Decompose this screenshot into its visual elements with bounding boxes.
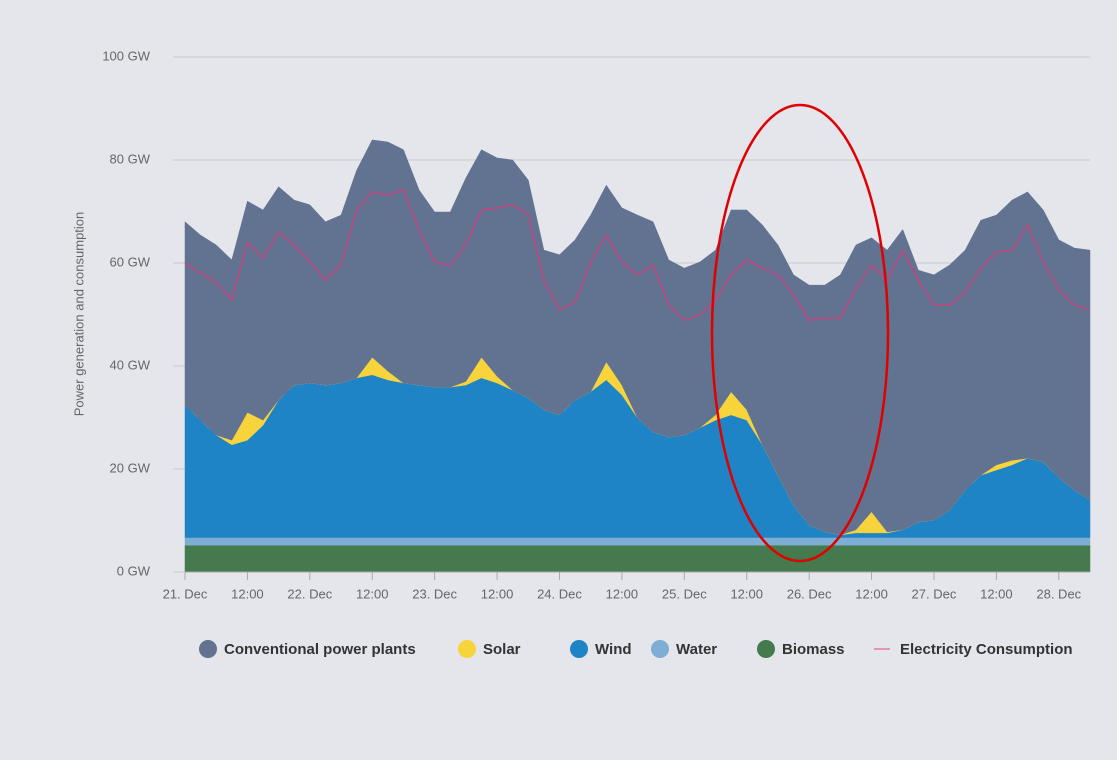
x-tick-label: 21. Dec	[163, 586, 208, 601]
legend: Conventional power plants Solar Wind Water B…	[199, 640, 1073, 658]
y-tick-label: 40 GW	[110, 357, 151, 372]
y-axis-label: Power generation and consumption	[71, 212, 86, 417]
x-tick-label: 24. Dec	[537, 586, 582, 601]
x-tick-label: 12:00	[855, 586, 888, 601]
y-tick-label: 80 GW	[110, 151, 151, 166]
x-tick-label: 12:00	[606, 586, 639, 601]
y-tick-label: 0 GW	[117, 563, 151, 578]
x-tick-label: 12:00	[980, 586, 1013, 601]
legend-label: Wind	[595, 641, 632, 658]
consumption-line	[184, 188, 1091, 322]
legend-label: Solar	[483, 641, 521, 658]
x-tick-label: 12:00	[730, 586, 763, 601]
x-tick-label: 12:00	[231, 586, 264, 601]
x-tick-label: 12:00	[356, 586, 389, 601]
plot-area: 0 GW 20 GW 40 GW 60 GW 80 GW 100 GW 21. Dec 12:…	[102, 48, 1091, 601]
y-tick-label: 100 GW	[102, 48, 150, 63]
legend-marker	[570, 640, 588, 658]
x-tick-label: 22. Dec	[287, 586, 332, 601]
x-tick-label: 27. Dec	[912, 586, 957, 601]
x-tick-label: 25. Dec	[662, 586, 707, 601]
legend-label: Conventional power plants	[224, 641, 416, 658]
highlight-ellipse	[710, 103, 890, 563]
legend-marker	[199, 640, 217, 658]
y-tick-label: 60 GW	[110, 254, 151, 269]
area-1	[184, 537, 1091, 546]
legend-marker	[757, 640, 775, 658]
legend-label: Biomass	[782, 641, 845, 658]
legend-label: Electricity Consumption	[900, 641, 1073, 658]
x-tick-label: 26. Dec	[787, 586, 832, 601]
x-tick-label: 23. Dec	[412, 586, 457, 601]
area-4	[184, 139, 1091, 536]
y-tick-label: 20 GW	[110, 460, 151, 475]
legend-marker	[458, 640, 476, 658]
x-tick-label: 12:00	[481, 586, 514, 601]
x-tick-label: 28. Dec	[1036, 586, 1081, 601]
area-0	[184, 544, 1091, 573]
legend-marker	[651, 640, 669, 658]
legend-label: Water	[676, 641, 717, 658]
